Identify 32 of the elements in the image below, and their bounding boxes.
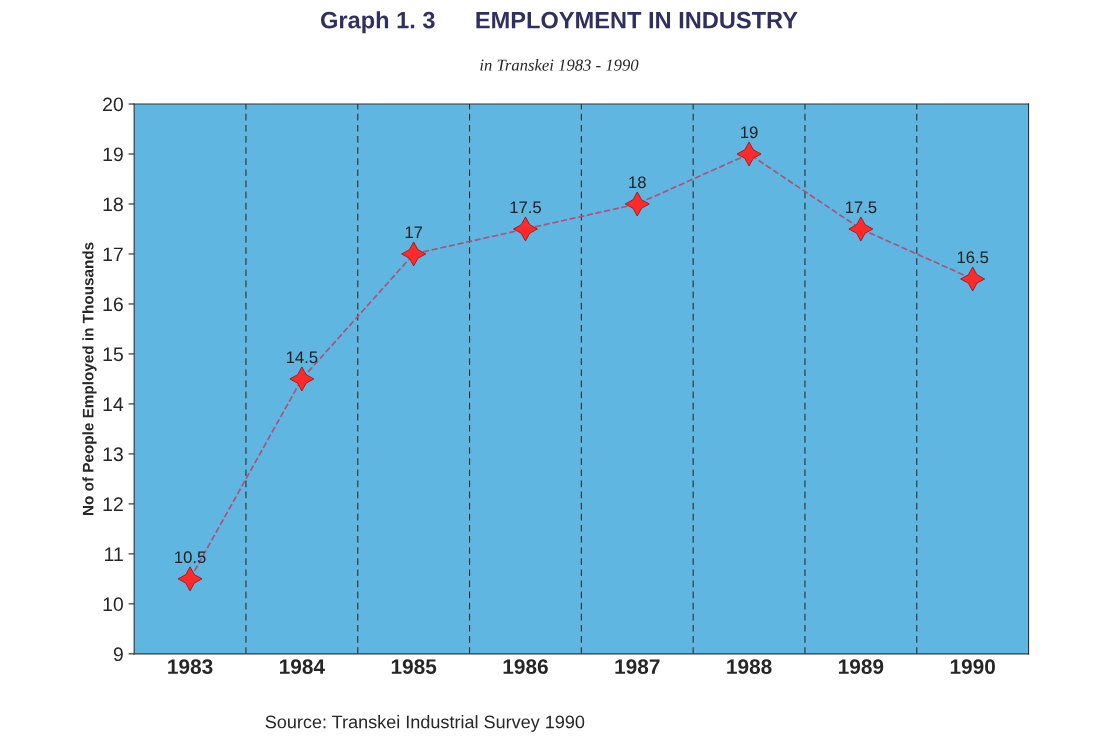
chart-subtitle: in Transkei 1983 - 1990	[480, 59, 639, 71]
y-tick-label: 16	[103, 297, 123, 312]
data-label: 19	[741, 126, 758, 139]
y-tick-label: 18	[103, 197, 123, 212]
data-label: 16.5	[957, 251, 989, 264]
data-label: 17	[405, 226, 423, 239]
x-tick-label: 1984	[280, 659, 325, 674]
data-label: 18	[629, 176, 646, 189]
x-tick-label: 1985	[391, 659, 437, 674]
data-label: 17.5	[510, 201, 541, 214]
y-axis-title: No of People Employed in Thousands	[82, 242, 97, 515]
y-tick-label: 11	[105, 547, 123, 561]
source-note: Source: Transkei Industrial Survey 1990	[265, 715, 585, 732]
x-tick-label: 1983	[168, 659, 213, 675]
y-tick-label: 14	[103, 397, 124, 411]
data-label: 17.5	[845, 201, 877, 214]
x-tick-label: 1989	[839, 659, 884, 674]
x-tick-label: 1986	[503, 659, 548, 674]
y-tick-label: 10	[103, 597, 123, 612]
chart-title: Graph 1. 3 EMPLOYMENT IN INDUSTRY	[321, 11, 798, 34]
data-label: 14.5	[286, 351, 318, 364]
y-tick-label: 9	[113, 647, 123, 662]
x-tick-label: 1990	[950, 659, 995, 674]
x-tick-label: 1988	[727, 659, 772, 674]
y-tick-label: 19	[103, 147, 123, 162]
y-tick-label: 15	[103, 347, 123, 362]
x-tick-label: 1987	[615, 659, 660, 674]
y-tick-label: 13	[103, 447, 123, 462]
y-tick-label: 12	[103, 497, 123, 511]
y-tick-label: 17	[103, 247, 123, 262]
y-tick-label: 20	[103, 97, 123, 112]
data-label: 10.5	[175, 551, 206, 564]
